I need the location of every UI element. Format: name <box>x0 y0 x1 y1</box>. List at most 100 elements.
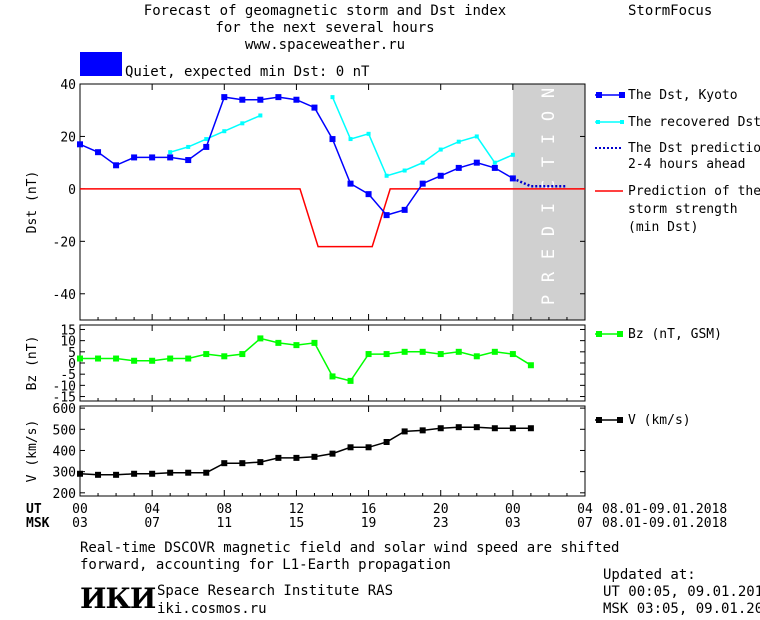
solar-wind-speed-point <box>131 470 138 477</box>
prediction-letter: O <box>539 111 559 121</box>
prediction-letter: P <box>539 295 559 305</box>
solar-wind-speed-point <box>239 460 246 467</box>
bz-point <box>437 351 444 358</box>
legend-recovered-marker <box>620 120 624 124</box>
footer-note-line-2: forward, accounting for L1-Earth propaga… <box>80 557 451 573</box>
solar-wind-speed-point <box>365 444 372 451</box>
legend-dst-prediction-line-1: The Dst prediction <box>628 141 760 156</box>
solar-wind-speed-point <box>311 453 318 460</box>
chart-title-url: www.spaceweather.ru <box>244 37 406 53</box>
dst-kyoto-point <box>185 157 192 164</box>
legend-dst-prediction-line-2: 2-4 hours ahead <box>628 157 745 172</box>
dst-kyoto-point <box>95 149 102 156</box>
legend-storm-line-1: Prediction of the <box>628 184 760 199</box>
y-tick-label: 300 <box>53 466 76 481</box>
status-text: Quiet, expected min Dst: 0 nT <box>125 64 370 80</box>
recovered-dst-point <box>438 147 443 152</box>
recovered-dst-point <box>222 129 227 134</box>
dst-kyoto-point <box>203 143 210 150</box>
prediction-letter: D <box>539 226 559 236</box>
dst-kyoto-line <box>79 96 514 216</box>
dst-kyoto-point <box>257 96 264 103</box>
ut-tick-label: 00 <box>72 502 88 517</box>
msk-tick-label: 15 <box>289 516 305 531</box>
dst-kyoto-point <box>491 164 498 171</box>
legend-bz: Bz (nT, GSM) <box>628 327 722 342</box>
solar-wind-speed-point <box>167 469 174 476</box>
bz-point <box>221 353 228 360</box>
dst-kyoto-point <box>167 154 174 161</box>
legend-dst-marker <box>596 92 602 98</box>
y-tick-label: 0 <box>68 183 76 198</box>
msk-tick-label: 07 <box>577 516 593 531</box>
solar-wind-speed-point <box>293 454 300 461</box>
solar-wind-speed-point <box>149 470 156 477</box>
recovered-dst-point <box>204 137 209 142</box>
y-tick-label: 20 <box>60 130 76 145</box>
updated-msk: MSK 03:05, 09.01.2018 <box>603 601 760 617</box>
solar-wind-speed-point <box>329 450 336 457</box>
dst-kyoto-point <box>239 96 246 103</box>
ut-tick-label: 12 <box>289 502 305 517</box>
msk-tick-label: 07 <box>144 516 160 531</box>
bz-point <box>113 355 120 362</box>
legend: The Dst, Kyoto The recovered Dst The Dst… <box>595 88 760 428</box>
v-axis-label: V (km/s) <box>25 420 40 483</box>
chart-title-line-2: for the next several hours <box>215 20 435 36</box>
dst-kyoto-point <box>131 154 138 161</box>
msk-tick-label: 03 <box>72 516 88 531</box>
y-tick-label: -40 <box>53 288 76 303</box>
solar-wind-speed-line <box>79 426 531 476</box>
recovered-dst-point <box>510 152 515 157</box>
prediction-letter: I <box>539 203 559 213</box>
legend-recovered-dst: The recovered Dst <box>628 115 760 130</box>
recovered-dst-point <box>384 173 389 178</box>
dst-kyoto-point <box>329 136 336 143</box>
bz-point <box>149 357 156 364</box>
bz-point <box>347 377 354 384</box>
prediction-letter: C <box>539 180 559 190</box>
prediction-letter: I <box>539 134 559 144</box>
chart-title-line-1: Forecast of geomagnetic storm and Dst in… <box>143 3 507 19</box>
ut-row-label: UT <box>26 502 42 517</box>
legend-storm-line-2: storm strength <box>628 202 738 217</box>
prediction-band <box>512 84 585 320</box>
y-tick-label: 40 <box>60 78 76 93</box>
legend-v-marker <box>596 417 602 423</box>
prediction-letter: N <box>539 88 559 98</box>
y-tick-label: -10 <box>53 379 76 394</box>
msk-tick-label: 11 <box>216 516 232 531</box>
dst-kyoto-point <box>275 94 282 101</box>
bz-panel-frame <box>79 324 586 402</box>
recovered-dst-point <box>492 160 497 165</box>
solar-wind-speed-point <box>383 439 390 445</box>
solar-wind-speed-point <box>275 454 282 461</box>
bz-line <box>80 337 532 382</box>
solar-wind-speed-point <box>401 428 408 435</box>
bz-point <box>419 348 426 355</box>
bz-point <box>527 362 534 369</box>
dst-prediction-line <box>512 177 567 188</box>
y-tick-label: -5 <box>60 368 76 383</box>
recovered-dst-point <box>168 150 173 155</box>
dst-panel-frame <box>79 83 586 321</box>
msk-row-label: MSK <box>26 516 50 531</box>
bz-point <box>203 351 210 358</box>
solar-wind-speed-point <box>221 460 228 467</box>
updated-ut: UT 00:05, 09.01.2018 <box>603 584 760 600</box>
dst-kyoto-point <box>293 96 300 103</box>
institute-site: iki.cosmos.ru <box>157 601 267 617</box>
legend-bz-marker <box>596 331 602 337</box>
bz-point <box>329 373 336 380</box>
recovered-dst-line <box>169 96 514 177</box>
bz-point <box>509 351 516 358</box>
bz-point <box>131 357 138 364</box>
solar-wind-speed-point <box>113 471 120 478</box>
solar-wind-speed-point <box>527 425 534 432</box>
solar-wind-speed-point <box>185 469 192 476</box>
institute-name: Space Research Institute RAS <box>157 583 394 599</box>
bz-point <box>275 339 282 346</box>
msk-tick-label: 03 <box>505 516 521 531</box>
recovered-dst-point <box>186 144 191 149</box>
y-tick-label: 600 <box>53 402 76 417</box>
